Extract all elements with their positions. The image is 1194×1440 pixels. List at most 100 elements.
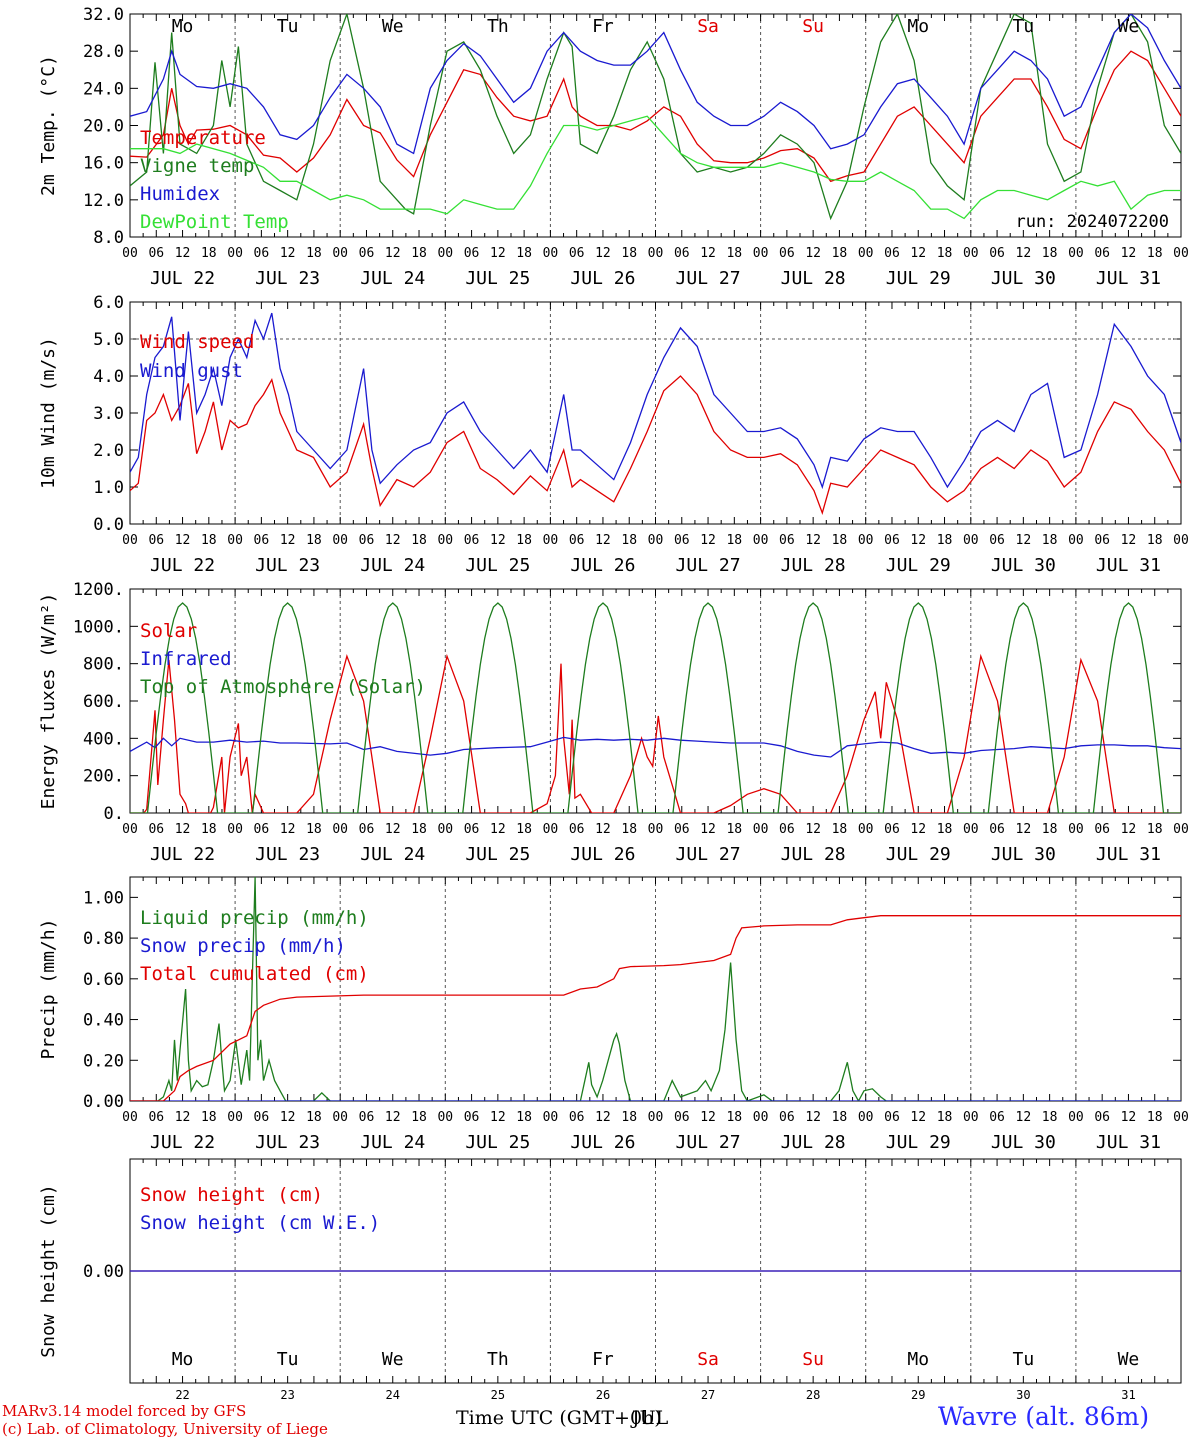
- weekday-label: Th: [487, 1349, 509, 1370]
- footer-model: MARv3.14 model forced by GFS: [2, 1402, 247, 1420]
- hour-label: 12: [1121, 1110, 1137, 1125]
- y-tick-label: 3.0: [93, 404, 124, 424]
- hour-label: 00: [858, 246, 874, 261]
- weekday-label: Tu: [277, 16, 299, 37]
- footer-lab: (c) Lab. of Climatology, University of L…: [2, 1420, 328, 1438]
- legend-entry: Snow precip (mm/h): [140, 935, 346, 957]
- y-tick-label: 12.0: [83, 191, 124, 211]
- hour-label: 00: [1173, 1110, 1189, 1125]
- hour-label: 06: [359, 246, 375, 261]
- y-tick-label: 6.0: [93, 293, 124, 313]
- y-tick-label: 1.00: [83, 888, 124, 908]
- hour-label: 18: [726, 533, 742, 548]
- date-label: JUL 28: [781, 268, 846, 289]
- hour-label: 12: [385, 533, 401, 548]
- hour-label: 00: [122, 1110, 138, 1125]
- hour-label: 00: [858, 533, 874, 548]
- hour-label: 06: [989, 822, 1005, 837]
- station-name: Wavre (alt. 86m): [938, 1402, 1150, 1431]
- date-label: JUL 22: [150, 1132, 215, 1153]
- y-tick-label: 20.0: [83, 117, 124, 137]
- weekday-label: Th: [487, 16, 509, 37]
- y-axis-label: Precip (mm/h): [38, 919, 59, 1060]
- weekday-label: Mo: [172, 16, 194, 37]
- day-number-label: 28: [806, 1388, 820, 1402]
- hour-label: 06: [148, 822, 164, 837]
- weekday-label: Fr: [592, 1349, 614, 1370]
- y-tick-label: 800.: [83, 655, 124, 675]
- series-line: [130, 915, 1181, 1101]
- hour-label: 18: [1042, 533, 1058, 548]
- weekday-label: We: [382, 1349, 404, 1370]
- hour-label: 18: [621, 822, 637, 837]
- hour-label: 00: [227, 1110, 243, 1125]
- hour-label: 12: [490, 822, 506, 837]
- panel-1: [129, 13, 1182, 238]
- hour-label: 18: [937, 246, 953, 261]
- hour-label: 18: [621, 533, 637, 548]
- legend-entry: DewPoint Temp: [140, 211, 289, 233]
- hour-label: 06: [674, 533, 690, 548]
- legend-entry: Solar: [140, 620, 197, 642]
- date-label: JUL 31: [1096, 555, 1161, 576]
- hour-label: 12: [1016, 246, 1032, 261]
- y-tick-label: 1200.: [73, 580, 124, 600]
- hour-label: 00: [648, 822, 664, 837]
- date-label: JUL 28: [781, 1132, 846, 1153]
- hour-label: 00: [332, 822, 348, 837]
- date-label: JUL 23: [255, 555, 320, 576]
- date-label: JUL 30: [991, 555, 1056, 576]
- hour-label: 06: [464, 822, 480, 837]
- hour-label: 06: [779, 246, 795, 261]
- hour-label: 06: [359, 822, 375, 837]
- legend-entry: Snow height (cm): [140, 1184, 323, 1206]
- hour-label: 18: [1042, 246, 1058, 261]
- hour-label: 00: [1173, 533, 1189, 548]
- date-label: JUL 30: [991, 1132, 1056, 1153]
- hour-label: 06: [1094, 822, 1110, 837]
- date-label: JUL 30: [991, 844, 1056, 865]
- hour-label: 18: [937, 1110, 953, 1125]
- hour-label: 06: [254, 1110, 270, 1125]
- hour-label: 00: [1068, 1110, 1084, 1125]
- weekday-label: Tu: [1013, 1349, 1035, 1370]
- hour-label: 18: [832, 822, 848, 837]
- day-number-label: 23: [280, 1388, 294, 1402]
- legend-entry: Infrared: [140, 648, 232, 670]
- date-label: JUL 31: [1096, 1132, 1161, 1153]
- day-number-label: 30: [1016, 1388, 1030, 1402]
- hour-label: 12: [595, 1110, 611, 1125]
- hour-label: 18: [1147, 533, 1163, 548]
- panel-4: [129, 876, 1182, 1102]
- hour-label: 12: [595, 533, 611, 548]
- hour-label: 06: [1094, 246, 1110, 261]
- hour-label: 12: [490, 1110, 506, 1125]
- hour-label: 18: [1042, 822, 1058, 837]
- hour-label: 18: [306, 533, 322, 548]
- date-label: JUL 27: [676, 555, 741, 576]
- hour-label: 18: [621, 246, 637, 261]
- hour-label: 12: [385, 822, 401, 837]
- hour-label: 00: [543, 246, 559, 261]
- hour-label: 18: [1042, 1110, 1058, 1125]
- y-axis-label: Snow height (cm): [38, 1184, 59, 1357]
- series-line: [130, 14, 1181, 155]
- hour-label: 00: [543, 1110, 559, 1125]
- hour-label: 12: [280, 1110, 296, 1125]
- hour-label: 12: [1016, 1110, 1032, 1125]
- date-label: JUL 23: [255, 268, 320, 289]
- hour-label: 18: [306, 1110, 322, 1125]
- hour-label: 12: [490, 533, 506, 548]
- hour-label: 00: [753, 533, 769, 548]
- series-line: [130, 877, 1181, 1101]
- date-label: JUL 25: [465, 555, 530, 576]
- hour-label: 12: [805, 246, 821, 261]
- legend-entry: Humidex: [140, 183, 220, 205]
- date-label: JUL 29: [886, 1132, 951, 1153]
- date-label: JUL 22: [150, 844, 215, 865]
- hour-label: 18: [621, 1110, 637, 1125]
- date-label: JUL 25: [465, 268, 530, 289]
- weekday-label: Su: [802, 16, 824, 37]
- date-label: JUL 27: [676, 1132, 741, 1153]
